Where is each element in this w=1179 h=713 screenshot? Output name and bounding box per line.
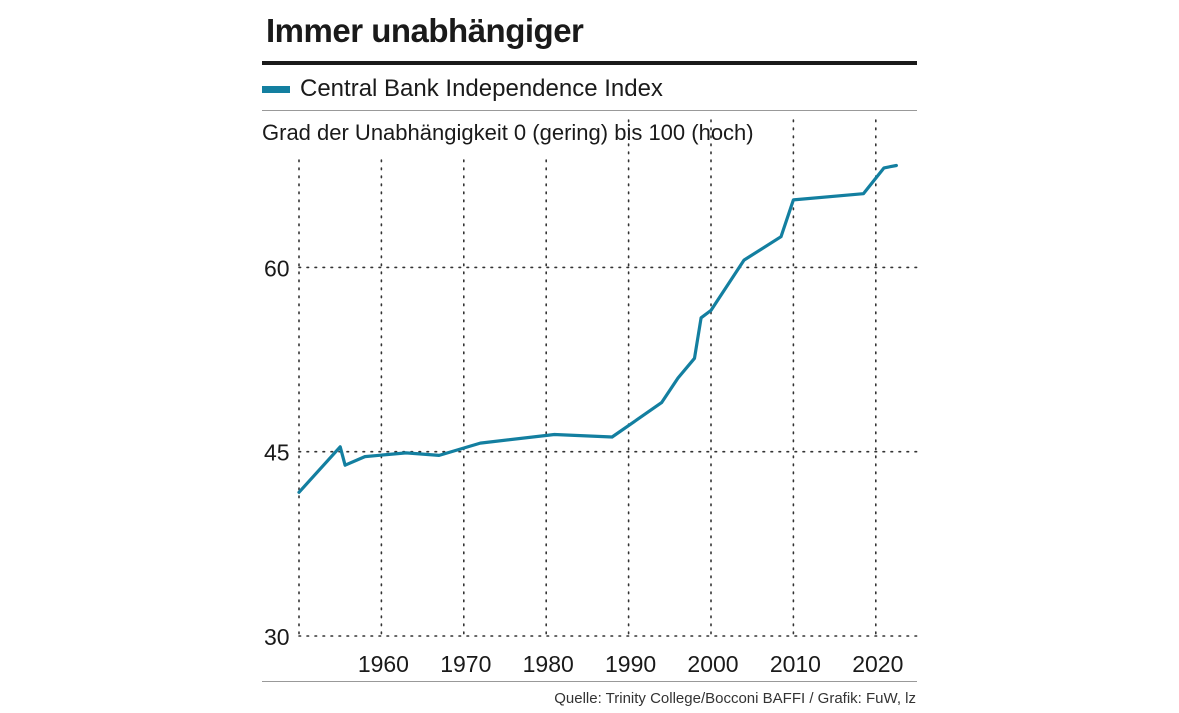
chart-title: Immer unabhängiger [266, 12, 584, 49]
x-tick-label: 2020 [852, 651, 903, 677]
y-axis-label: Grad der Unabhängigkeit 0 (gering) bis 1… [262, 120, 754, 145]
y-tick-label: 45 [264, 440, 290, 466]
x-tick-label: 1960 [358, 651, 409, 677]
source-note: Quelle: Trinity College/Bocconi BAFFI / … [554, 690, 916, 707]
x-tick-label: 1990 [605, 651, 656, 677]
x-tick-label: 1970 [440, 651, 491, 677]
series-line [297, 163, 899, 494]
legend-rule [262, 110, 917, 111]
legend: Central Bank Independence Index [262, 74, 663, 104]
x-tick-label: 2000 [687, 651, 738, 677]
y-tick-label: 30 [264, 624, 290, 650]
x-tick-label: 1980 [523, 651, 574, 677]
title-rule [262, 61, 917, 65]
y-tick-label: 60 [264, 255, 290, 281]
footer-rule [262, 681, 917, 682]
legend-swatch [262, 85, 290, 93]
legend-label: Central Bank Independence Index [300, 75, 663, 102]
x-tick-label: 2010 [770, 651, 821, 677]
